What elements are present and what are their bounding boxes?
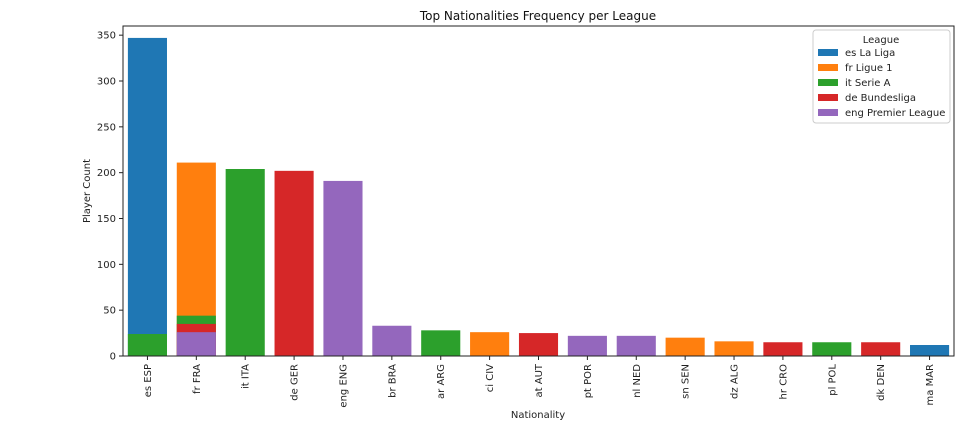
y-tick-label: 300: [97, 77, 116, 88]
x-tick-label: br BRA: [387, 364, 398, 398]
bar-es-esp-series-0: [127, 37, 167, 357]
x-tick-label: at AUT: [534, 363, 545, 397]
legend-swatch: [818, 79, 838, 86]
x-axis-title: Nationality: [511, 410, 565, 421]
y-axis: 0 50 100 150 200 250 300 350: [97, 31, 123, 363]
bar-pt-por-series-4: [567, 335, 607, 356]
bar-de-ger-series-3: [274, 170, 314, 356]
chart-title: Top Nationalities Frequency per League: [419, 9, 656, 23]
bar-fr-fra-series-4: [176, 332, 216, 356]
x-tick-label: ci CIV: [485, 364, 496, 392]
y-tick-label: 250: [97, 122, 116, 133]
y-tick-label: 0: [110, 352, 116, 363]
x-axis: es ESP fr FRA it ITA de GER eng ENG br BRA ar …: [143, 356, 936, 408]
legend-swatch: [818, 94, 838, 101]
bar-ar-arg-series-2: [421, 330, 461, 356]
bar-at-aut-series-3: [518, 333, 559, 356]
x-tick-label: dz ALG: [730, 364, 741, 399]
y-tick-label: 150: [97, 214, 116, 225]
x-tick-label: dk DEN: [876, 364, 887, 401]
bar-dz-alg-series-1: [714, 341, 754, 356]
bar-ci-civ-series-1: [470, 332, 510, 356]
legend-label: it Serie A: [845, 78, 891, 89]
bar-sn-sen-series-1: [665, 337, 705, 356]
y-tick-label: 50: [103, 306, 116, 317]
bar-es-esp-series-2: [127, 334, 167, 356]
y-axis-title: Player Count: [82, 159, 93, 223]
x-tick-label: hr CRO: [778, 364, 789, 400]
bar-it-ita-series-2: [225, 169, 265, 356]
legend-label: fr Ligue 1: [845, 63, 893, 74]
x-tick-label: sn SEN: [681, 364, 692, 399]
x-tick-label: ar ARG: [436, 364, 447, 399]
x-tick-label: es ESP: [143, 364, 154, 397]
y-tick-label: 350: [97, 31, 116, 42]
legend-label: eng Premier League: [845, 108, 945, 119]
bar-ma-mar-series-0: [910, 345, 950, 356]
x-tick-label: it ITA: [241, 364, 252, 389]
x-tick-label: de GER: [290, 364, 301, 401]
bar-hr-cro-series-3: [763, 342, 803, 356]
x-tick-label: ma MAR: [925, 364, 936, 406]
x-tick-label: pt POR: [583, 364, 594, 398]
bars-layer: [127, 37, 950, 357]
legend-swatch: [818, 109, 838, 116]
bar-nl-ned-series-4: [616, 335, 656, 356]
legend: League es La Liga fr Ligue 1 it Serie A de …: [812, 29, 951, 124]
y-tick-label: 200: [97, 168, 116, 179]
x-tick-label: fr FRA: [192, 364, 203, 394]
x-tick-label: eng ENG: [338, 364, 349, 408]
legend-label: es La Liga: [845, 48, 895, 59]
legend-title: League: [863, 35, 900, 46]
bar-dk-den-series-3: [861, 342, 901, 356]
bar-br-bra-series-4: [372, 325, 412, 356]
x-tick-label: pl POL: [827, 364, 838, 396]
bar-eng-eng-series-4: [323, 180, 363, 356]
y-tick-label: 100: [97, 260, 116, 271]
legend-label: de Bundesliga: [845, 93, 916, 104]
legend-swatch: [818, 49, 838, 56]
x-tick-label: nl NED: [632, 364, 643, 398]
legend-swatch: [818, 64, 838, 71]
bar-pl-pol-series-2: [812, 342, 852, 356]
legend-frame: [812, 29, 951, 124]
